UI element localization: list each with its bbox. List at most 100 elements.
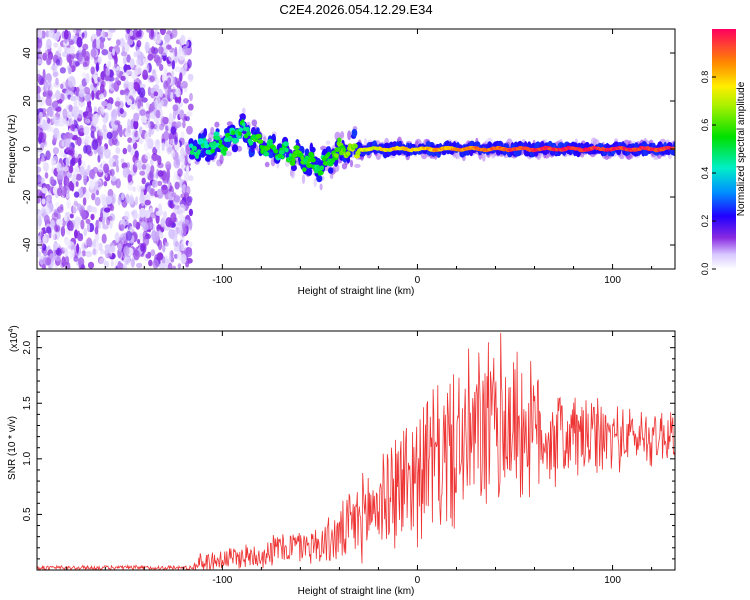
halo-cell	[347, 130, 352, 141]
noise-cell	[127, 137, 133, 143]
snr-x-label: Height of straight line (km)	[298, 586, 415, 597]
noise-cell	[152, 258, 159, 269]
noise-cell	[98, 220, 102, 230]
noise-cell	[132, 141, 138, 150]
noise-cell	[142, 235, 150, 247]
noise-cell	[189, 92, 193, 102]
noise-cell	[110, 260, 115, 267]
noise-cell	[69, 58, 72, 67]
noise-cell	[93, 74, 99, 84]
noise-cell	[103, 163, 110, 174]
noise-cell	[95, 189, 100, 196]
noise-cell	[140, 115, 147, 122]
noise-cell	[117, 106, 121, 117]
noise-cell	[127, 125, 131, 134]
noise-cell	[47, 90, 53, 97]
noise-cell	[156, 252, 164, 261]
noise-cell	[151, 50, 156, 59]
noise-cell	[96, 241, 100, 252]
noise-cell	[174, 66, 181, 73]
noise-cell	[171, 70, 175, 79]
halo-cell	[210, 126, 215, 135]
noise-cell	[105, 195, 113, 205]
noise-cell	[94, 196, 101, 206]
noise-cell	[73, 191, 80, 198]
spectrogram-x-label: Height of straight line (km)	[298, 286, 415, 297]
noise-cell	[97, 154, 101, 163]
noise-cell	[37, 58, 43, 65]
noise-cell	[76, 36, 83, 48]
colorbar-tick-label: 0.4	[700, 167, 710, 180]
noise-cell	[167, 191, 173, 201]
noise-cell	[67, 76, 75, 88]
noise-cell	[102, 124, 107, 132]
noise-cell	[52, 114, 57, 122]
signal-cell	[238, 127, 244, 133]
noise-cell	[98, 128, 103, 137]
noise-cell	[183, 98, 189, 104]
noise-cell	[152, 146, 158, 155]
noise-cell	[122, 147, 128, 155]
noise-cell	[74, 150, 78, 159]
noise-cell	[46, 57, 52, 65]
signal-cell	[273, 148, 279, 154]
noise-cell	[94, 181, 99, 188]
noise-cell	[128, 196, 135, 205]
noise-cell	[178, 226, 184, 237]
noise-cell	[173, 195, 181, 203]
noise-cell	[81, 250, 87, 257]
noise-cell	[70, 244, 77, 252]
noise-cell	[52, 71, 59, 77]
noise-cell	[123, 220, 130, 226]
noise-cell	[108, 29, 116, 33]
noise-cell	[138, 232, 144, 241]
noise-cell	[111, 175, 117, 182]
noise-cell	[69, 213, 74, 219]
noise-cell	[117, 243, 122, 252]
noise-cell	[57, 131, 61, 141]
noise-cell	[92, 166, 99, 174]
snr-ticks: -100 0 100 0.5 1.0 1.5 2.0	[22, 331, 675, 586]
noise-cell	[51, 101, 59, 109]
noise-cell	[122, 167, 129, 178]
noise-cell	[188, 208, 193, 217]
noise-cell	[110, 204, 115, 212]
signal-cell	[318, 170, 324, 176]
noise-cell	[185, 116, 190, 122]
noise-cell	[155, 154, 160, 161]
noise-cell	[182, 120, 186, 129]
noise-cell	[179, 72, 183, 82]
noise-cell	[134, 159, 141, 167]
spectrogram-ticks: -100 0 100 -40 -20 0 20 40	[22, 29, 675, 286]
noise-cell	[49, 186, 54, 193]
noise-cell	[139, 194, 145, 204]
noise-cell	[130, 119, 135, 130]
noise-cell	[178, 50, 185, 61]
noise-cell	[114, 101, 121, 107]
noise-cell	[88, 180, 96, 190]
signal-cell	[214, 135, 221, 141]
signal-cell	[257, 139, 264, 145]
noise-cell	[135, 64, 142, 75]
noise-cell	[154, 231, 160, 242]
halo-cell	[214, 121, 220, 128]
noise-cell	[74, 134, 78, 145]
noise-cell	[127, 180, 133, 192]
noise-cell	[79, 166, 85, 176]
noise-cell	[125, 69, 132, 76]
noise-cell	[103, 260, 110, 268]
noise-cell	[87, 111, 93, 118]
noise-cell	[159, 29, 166, 36]
noise-cell	[156, 148, 161, 155]
halo-cell	[251, 119, 258, 127]
noise-cell	[86, 237, 93, 248]
noise-cell	[45, 96, 52, 107]
noise-cell	[161, 184, 168, 190]
noise-cell	[174, 136, 178, 146]
noise-cell	[157, 239, 163, 251]
signal-cell	[281, 154, 285, 160]
noise-cell	[85, 73, 90, 84]
noise-cell	[44, 50, 49, 57]
noise-cell	[106, 131, 113, 139]
noise-cell	[103, 181, 108, 187]
